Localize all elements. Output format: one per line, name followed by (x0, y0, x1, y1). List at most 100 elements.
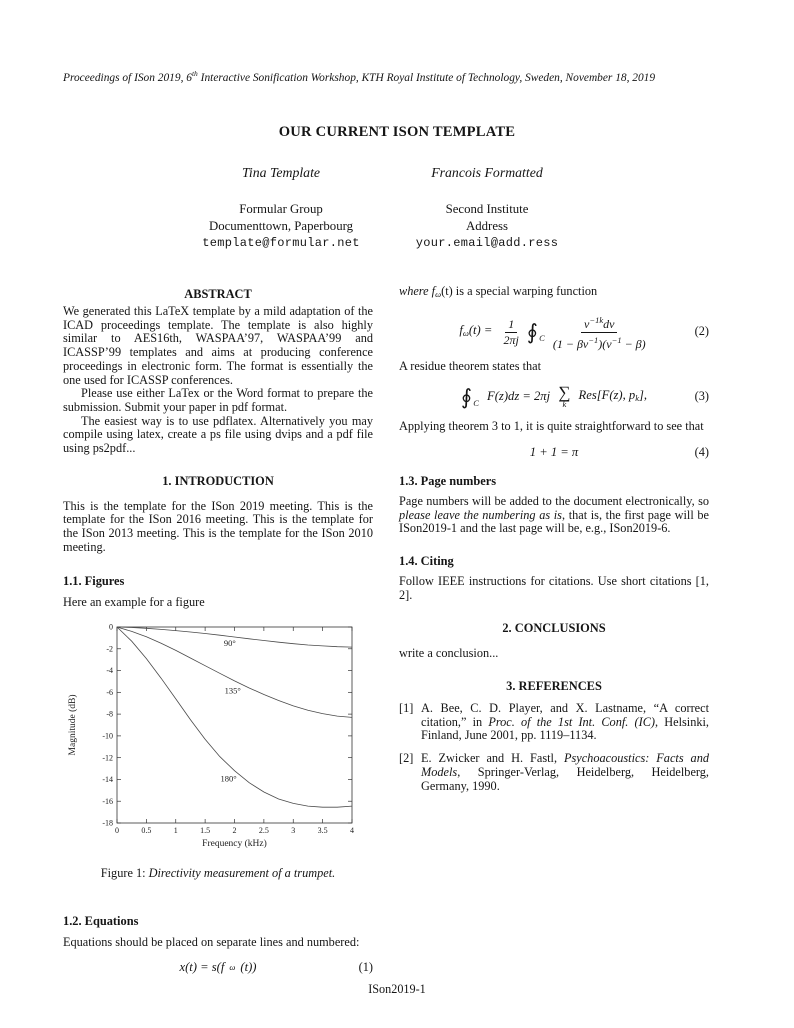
y-tick-label: -4 (106, 666, 113, 675)
page-number: ISon2019-1 (368, 982, 426, 996)
y-tick-label: -18 (102, 819, 113, 828)
x-tick-label: 1.5 (200, 826, 210, 835)
equation-3-body: ∮ C F(z)dz = 2πj ∑ k Res[F(z), pk], (433, 383, 675, 410)
left-column: ABSTRACT We generated this LaTeX templat… (63, 285, 373, 975)
y-tick-label: -8 (106, 710, 113, 719)
applying-theorem-text: Applying theorem 3 to 1, it is quite str… (399, 419, 704, 434)
series-label-180°: 180° (221, 774, 237, 784)
author-address: Address (466, 218, 508, 233)
x-tick-label: 0 (115, 826, 119, 835)
citing-subheading: 1.4. Citing (399, 553, 454, 568)
warping-function-text: where fω(t) is a special warping functio… (399, 284, 709, 302)
y-tick-label: -10 (102, 732, 113, 741)
reference-text: A. Bee, C. D. Player, and X. Lastname, “… (421, 701, 709, 743)
page-numbers-subheading: 1.3. Page numbers (399, 473, 497, 488)
eq2-fraction-1: 1 2πj (503, 316, 519, 347)
ordinal-superscript: th (191, 69, 198, 79)
summation-symbol: ∑ k (558, 383, 571, 410)
series-label-135°: 135° (225, 686, 241, 696)
figure-caption-label: Figure 1: (100, 865, 149, 880)
reference-marker: [2] (399, 751, 414, 766)
x-tick-label: 0.5 (141, 826, 151, 835)
x-tick-label: 3 (291, 826, 295, 835)
eq2-lhs: fω(t) = (459, 322, 496, 338)
x-tick-label: 2.5 (259, 826, 269, 835)
plot-box (116, 626, 353, 824)
author-block-2: Francois Formatted Second Institute Addr… (372, 165, 602, 250)
where-post: (t) is a special warping function (441, 284, 598, 298)
pn-italic: please leave the numbering as is (399, 507, 562, 522)
series-line-90° (116, 626, 353, 648)
eq2-fraction-2: ν−1kdν (1 − βν−1)(ν−1 − β) (550, 314, 649, 351)
author-email: template@formular.net (202, 236, 360, 250)
author-org: Second Institute (445, 202, 529, 216)
where-sub: ω (435, 289, 442, 299)
x-axis-label: Frequency (kHz) (202, 838, 267, 849)
introduction-paragraph: This is the template for the ISon 2019 m… (63, 498, 373, 554)
abstract-paragraph-2: Please use either LaTex or the Word form… (63, 386, 373, 414)
introduction-heading: 1. INTRODUCTION (162, 473, 274, 488)
eq3-pre: F(z)dz = 2πj (483, 389, 554, 404)
figure-chart: 0 0.5 1 1.5 2 2.5 3 3.5 4 0 -2 -4 -6 -8 -10 -12 -14 -16 -1… (67, 623, 354, 849)
author-name: Tina Template (241, 165, 321, 180)
abstract-heading: ABSTRACT (184, 287, 252, 301)
equation-3-number: (3) (694, 389, 709, 404)
residue-theorem-text: A residue theorem states that (399, 358, 542, 373)
equation-3: ∮ C F(z)dz = 2πj ∑ k Res[F(z), pk], (3) (399, 383, 709, 410)
equations-intro-text: Equations should be placed on separate l… (63, 934, 360, 949)
where-pre: where f (399, 284, 436, 298)
equation-2-number: (2) (694, 324, 709, 339)
contour-integral-symbol: ∮ C (460, 384, 479, 409)
reference-item-2: [2] E. Zwicker and H. Fastl, Psychoacous… (399, 751, 709, 793)
conclusions-heading: 2. CONCLUSIONS (502, 621, 606, 636)
equation-2-body: fω(t) = 1 2πj ∮ C ν−1kdν (1 − βν−1)(ν−1 − … (433, 314, 675, 351)
author-name: Francois Formatted (431, 165, 543, 180)
figure-caption-text: Directivity measurement of a trumpet. (148, 865, 336, 880)
eq2-frac2-denominator: (1 − βν−1)(ν−1 − β) (552, 334, 646, 351)
author-block-1: Tina Template Formular Group Documenttow… (166, 165, 396, 250)
y-tick-label: -2 (106, 645, 113, 654)
author-org: Formular Group (239, 202, 323, 216)
contour-integral-symbol: ∮ C (526, 319, 545, 344)
equation-4-body: 1 + 1 = π (529, 445, 579, 460)
y-tick-label: -12 (102, 754, 113, 763)
x-tick-label: 2 (233, 826, 237, 835)
eq2-frac2-numerator: ν−1kdν (581, 314, 618, 333)
series-line-180° (116, 626, 353, 808)
x-tick-label: 4 (350, 826, 354, 835)
references-heading: 3. REFERENCES (506, 679, 602, 694)
eq3-post: Res[F(z), pk], (575, 387, 648, 403)
figures-subheading: 1.1. Figures (63, 573, 125, 588)
equation-4-number: (4) (694, 445, 709, 460)
citing-paragraph: Follow IEEE instructions for citations. … (399, 573, 709, 602)
y-tick-label: -14 (102, 775, 113, 784)
reference-marker: [1] (399, 701, 414, 716)
abstract-paragraph-1: We generated this LaTeX template by a mi… (63, 304, 373, 387)
series-label-90°: 90° (224, 638, 236, 648)
equation-1-body: x(t) = s(f ω (t)) (97, 961, 339, 975)
page-numbers-paragraph: Page numbers will be added to the docume… (399, 493, 709, 536)
eq1-pre: x(t) = s(f (179, 960, 225, 975)
y-axis-label: Magnitude (dB) (67, 695, 78, 756)
equation-1-number: (1) (358, 960, 373, 975)
figure-caption: Figure 1: Directivity measurement of a t… (63, 865, 373, 881)
pn-pre: Page numbers will be added to the docume… (399, 493, 709, 508)
author-address: Documenttown, Paperbourg (208, 218, 354, 233)
author-email: your.email@add.ress (415, 236, 559, 250)
equation-4: 1 + 1 = π (4) (399, 445, 709, 460)
y-tick-label: 0 (109, 623, 113, 632)
eq1-post: (t)) (240, 960, 257, 975)
y-tick-label: -16 (102, 797, 113, 806)
reference-item-1: [1] A. Bee, C. D. Player, and X. Lastnam… (399, 701, 709, 743)
abstract-paragraph-3: The easiest way is to use pdflatex. Alte… (63, 413, 373, 456)
reference-text: E. Zwicker and H. Fastl, Psychoacoustics… (421, 751, 709, 793)
series-line-135° (116, 626, 353, 719)
conclusions-paragraph: write a conclusion... (399, 646, 499, 661)
page-title: OUR CURRENT ISON TEMPLATE (278, 124, 516, 140)
figure-1: 0 0.5 1 1.5 2 2.5 3 3.5 4 0 -2 -4 -6 -8 -10 -12 -14 -16 -1… (63, 619, 373, 880)
running-header-text-cont: Interactive Sonification Workshop, KTH R… (197, 72, 656, 84)
equation-2: fω(t) = 1 2πj ∮ C ν−1kdν (1 − βν−1)(ν−1 − … (399, 314, 709, 351)
equations-subheading: 1.2. Equations (63, 913, 139, 928)
x-tick-label: 3.5 (318, 826, 328, 835)
running-header-text: Proceedings of ISon 2019, 6 (63, 72, 192, 84)
